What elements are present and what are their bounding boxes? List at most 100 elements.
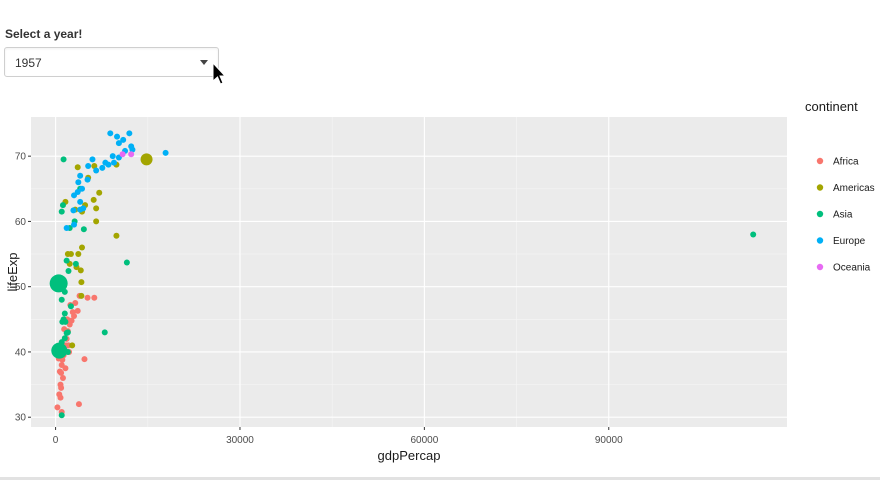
data-points bbox=[49, 130, 757, 419]
point-europe bbox=[70, 207, 77, 214]
bottom-divider bbox=[0, 477, 880, 480]
point-americas bbox=[74, 164, 81, 171]
point-asia bbox=[80, 226, 87, 233]
point-africa bbox=[54, 404, 61, 411]
point-americas bbox=[140, 153, 153, 166]
y-tick-label: 60 bbox=[15, 217, 27, 228]
point-europe bbox=[110, 159, 117, 166]
point-africa bbox=[56, 368, 63, 375]
point-americas bbox=[91, 162, 98, 169]
point-europe bbox=[77, 198, 84, 205]
point-africa bbox=[72, 300, 79, 306]
point-asia bbox=[58, 412, 65, 419]
legend-label-asia: Asia bbox=[833, 210, 853, 221]
point-oceania bbox=[128, 151, 135, 158]
point-asia bbox=[58, 208, 65, 215]
point-africa bbox=[68, 317, 75, 324]
y-tick-label: 30 bbox=[15, 413, 27, 424]
point-europe bbox=[93, 167, 100, 174]
axes: 0 30000 60000 90000 30 40 50 60 70 bbox=[15, 152, 623, 446]
x-tick-label: 30000 bbox=[226, 435, 254, 446]
point-asia bbox=[51, 342, 68, 359]
point-asia bbox=[61, 288, 68, 295]
point-asia bbox=[61, 310, 68, 317]
year-select-label: Select a year! bbox=[5, 27, 83, 41]
x-axis-title: gdpPercap bbox=[378, 448, 441, 463]
point-asia bbox=[58, 296, 65, 303]
point-americas bbox=[96, 189, 103, 196]
point-asia bbox=[123, 259, 130, 266]
point-africa bbox=[62, 365, 69, 372]
point-americas bbox=[78, 292, 85, 299]
legend-label-americas: Americas bbox=[833, 183, 875, 194]
point-americas bbox=[77, 267, 84, 274]
point-asia bbox=[58, 345, 65, 352]
point-africa bbox=[57, 394, 64, 401]
point-europe bbox=[126, 130, 133, 137]
legend: continent Africa Americas Asia Europe Oceani… bbox=[805, 99, 875, 274]
point-asia bbox=[67, 303, 74, 310]
point-asia bbox=[65, 268, 72, 275]
x-tick-label: 0 bbox=[53, 435, 59, 446]
year-select-value: 1957 bbox=[15, 56, 42, 70]
y-axis-title: lifeExp bbox=[5, 252, 20, 291]
legend-key-americas bbox=[816, 184, 824, 191]
point-africa bbox=[58, 384, 65, 391]
legend-label-africa: Africa bbox=[833, 157, 859, 168]
point-europe bbox=[71, 192, 78, 199]
point-europe bbox=[89, 156, 96, 163]
point-asia bbox=[64, 329, 71, 336]
point-europe bbox=[79, 185, 86, 192]
legend-key-africa bbox=[816, 157, 824, 165]
point-europe bbox=[102, 159, 109, 166]
point-europe bbox=[120, 136, 127, 143]
point-americas bbox=[79, 244, 86, 251]
point-africa bbox=[91, 294, 98, 301]
point-asia bbox=[62, 318, 69, 325]
point-asia bbox=[72, 260, 79, 267]
point-asia bbox=[63, 257, 70, 264]
y-tick-label: 50 bbox=[15, 282, 27, 293]
point-americas bbox=[75, 251, 82, 258]
x-tick-label: 90000 bbox=[595, 435, 623, 446]
legend-label-oceania: Oceania bbox=[833, 263, 871, 274]
point-africa bbox=[75, 401, 82, 408]
point-asia bbox=[750, 231, 757, 238]
year-select[interactable]: 1957 bbox=[4, 47, 219, 77]
y-tick-label: 70 bbox=[15, 152, 27, 163]
point-europe bbox=[71, 221, 78, 228]
point-asia bbox=[64, 348, 71, 355]
point-europe bbox=[77, 172, 84, 179]
point-africa bbox=[84, 294, 91, 301]
point-europe bbox=[129, 146, 136, 153]
point-europe bbox=[99, 164, 106, 171]
point-europe bbox=[77, 206, 84, 213]
point-americas bbox=[93, 205, 100, 212]
point-europe bbox=[115, 140, 122, 147]
legend-title: continent bbox=[805, 99, 858, 114]
point-asia bbox=[59, 202, 66, 209]
plot-panel bbox=[31, 117, 787, 427]
point-europe bbox=[63, 224, 70, 231]
point-americas bbox=[93, 218, 100, 225]
point-europe bbox=[109, 153, 116, 160]
point-americas bbox=[64, 251, 71, 258]
point-americas bbox=[90, 196, 97, 203]
point-europe bbox=[85, 162, 92, 169]
point-europe bbox=[84, 176, 91, 183]
point-asia bbox=[101, 329, 108, 336]
x-tick-label: 60000 bbox=[410, 435, 438, 446]
point-americas bbox=[69, 342, 76, 349]
chevron-down-icon bbox=[200, 60, 208, 65]
point-europe bbox=[107, 130, 114, 137]
point-africa bbox=[74, 307, 81, 314]
point-asia bbox=[49, 274, 68, 293]
point-europe bbox=[114, 133, 121, 140]
y-tick-label: 40 bbox=[15, 347, 27, 358]
point-asia bbox=[60, 156, 67, 163]
point-oceania bbox=[119, 151, 126, 158]
point-africa bbox=[59, 375, 66, 382]
point-africa bbox=[81, 356, 88, 363]
legend-key-europe bbox=[816, 237, 824, 244]
